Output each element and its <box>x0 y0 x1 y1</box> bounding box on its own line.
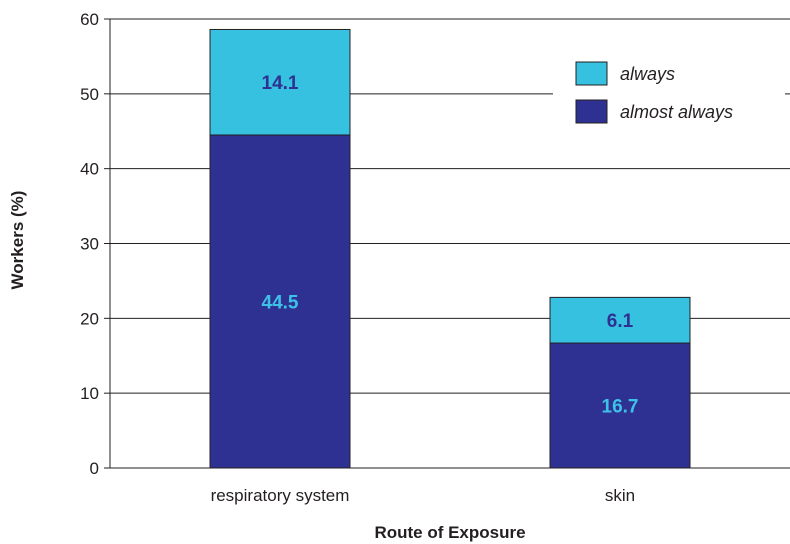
legend-swatch-almost-always <box>575 99 608 124</box>
data-label-respiratory-system-almost-always: 44.5 <box>262 292 299 313</box>
data-labels: 44.5 14.1 16.7 6.1 <box>262 73 639 417</box>
x-axis-title: Route of Exposure <box>374 523 525 542</box>
data-label-respiratory-system-always: 14.1 <box>262 73 299 94</box>
x-tick-label-skin: skin <box>605 486 635 505</box>
x-tick-label-respiratory-system: respiratory system <box>211 486 350 505</box>
bar-skin-almost-always <box>549 342 691 469</box>
y-tick-labels: 0 10 20 30 40 50 60 <box>80 10 99 478</box>
y-tick-label-30: 30 <box>80 235 99 254</box>
bar-skin-always <box>549 296 691 344</box>
legend-label-almost-always: almost always <box>620 102 733 122</box>
bar-respiratory-system-always <box>209 28 351 136</box>
y-tick-label-40: 40 <box>80 160 99 179</box>
x-tick-labels: respiratory system skin <box>211 486 636 505</box>
y-tick-label-60: 60 <box>80 10 99 29</box>
y-axis-title: Workers (%) <box>8 191 27 290</box>
bars <box>209 28 691 469</box>
legend-swatch-always <box>575 61 608 86</box>
data-label-skin-always: 6.1 <box>607 311 634 332</box>
y-tick-label-20: 20 <box>80 309 99 328</box>
y-tick-label-50: 50 <box>80 85 99 104</box>
legend: always almost always <box>553 54 785 139</box>
bar-respiratory-system-almost-always <box>209 134 351 469</box>
y-tick-label-0: 0 <box>90 459 99 478</box>
axes <box>104 18 790 469</box>
legend-label-always: always <box>620 64 675 84</box>
data-label-skin-almost-always: 16.7 <box>602 397 639 418</box>
y-tick-label-10: 10 <box>80 384 99 403</box>
